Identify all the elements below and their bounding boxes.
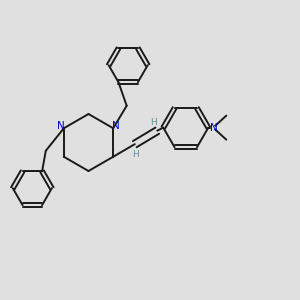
Text: N: N: [209, 123, 217, 133]
Text: N: N: [57, 122, 65, 131]
Text: H: H: [132, 150, 139, 158]
Text: N: N: [112, 121, 120, 131]
Text: H: H: [150, 118, 157, 127]
